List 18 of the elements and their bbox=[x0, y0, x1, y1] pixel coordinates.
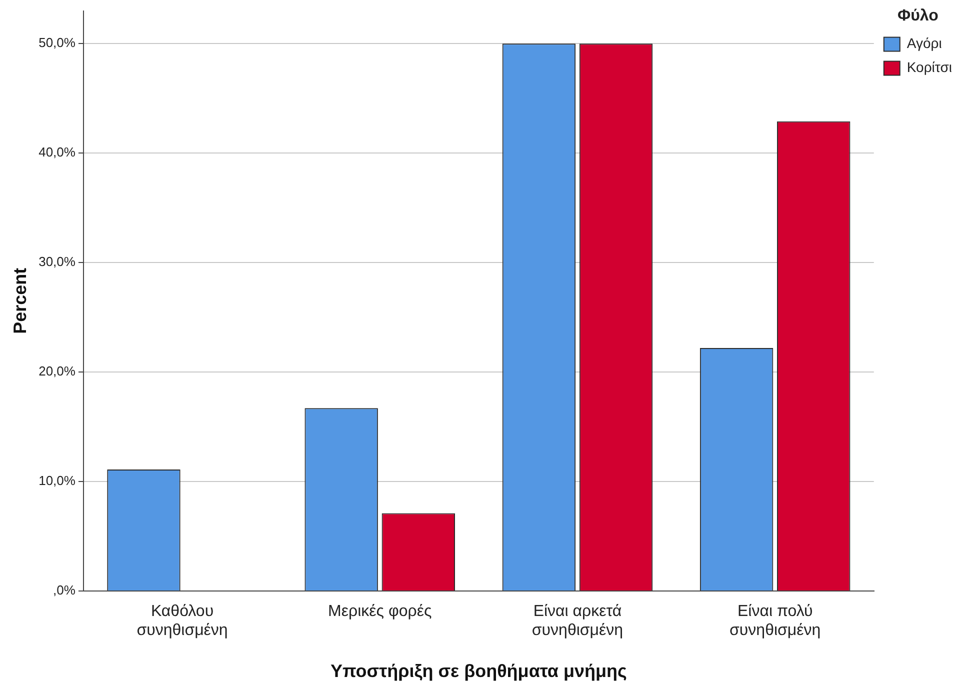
category-label: Μερικές φορές bbox=[328, 603, 432, 620]
y-axis-title: Percent bbox=[10, 268, 30, 334]
category-label: συνηθισμένη bbox=[136, 622, 228, 640]
legend-title: Φύλο bbox=[897, 7, 939, 24]
y-tick-label: 50,0% bbox=[38, 35, 76, 50]
legend-label: Αγόρι bbox=[906, 35, 942, 52]
y-tick-label: 40,0% bbox=[38, 144, 76, 160]
x-axis-title: Υποστήριξη σε βοηθήματα μνήμης bbox=[330, 661, 627, 682]
category-label: Είναι πολύ bbox=[737, 603, 813, 620]
category-label: συνηθισμένη bbox=[730, 622, 821, 640]
category-label: συνηθισμένη bbox=[532, 622, 624, 640]
y-tick-label: 10,0% bbox=[38, 473, 76, 488]
y-tick-label: 30,0% bbox=[38, 254, 76, 270]
category-label: Είναι αρκετά bbox=[533, 603, 622, 620]
legend-label: Κορίτσι bbox=[906, 59, 952, 76]
y-tick-label: 20,0% bbox=[38, 364, 76, 379]
y-tick-label: ,0% bbox=[53, 582, 76, 598]
category-label: Καθόλου bbox=[150, 603, 214, 620]
